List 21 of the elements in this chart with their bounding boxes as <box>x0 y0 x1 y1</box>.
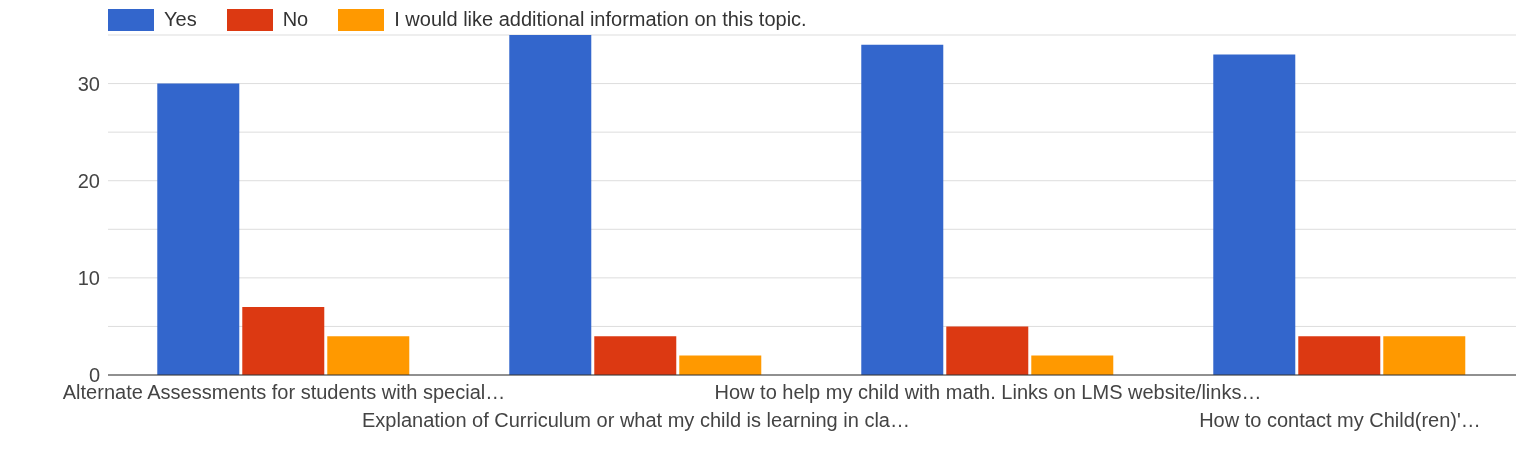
y-tick-label: 10 <box>77 266 100 289</box>
bar <box>1031 355 1114 375</box>
bar <box>1298 336 1381 375</box>
y-tick-label: 30 <box>77 72 100 95</box>
bar <box>327 336 410 375</box>
x-tick-label: How to contact my Child(ren)'… <box>1199 409 1481 431</box>
legend-label: No <box>281 8 309 31</box>
bar <box>946 326 1029 375</box>
legend-label: I would like additional information on this topic. <box>393 8 807 31</box>
bar <box>242 307 325 375</box>
bar <box>1383 336 1466 375</box>
bar <box>861 44 944 375</box>
legend-label: Yes <box>163 8 197 31</box>
bar <box>679 355 762 375</box>
bar <box>1213 54 1296 375</box>
x-tick-label: How to help my child with math. Links on LMS website/links… <box>714 381 1262 403</box>
bar <box>509 35 592 375</box>
y-tick-label: 20 <box>77 169 100 192</box>
bar <box>594 336 677 375</box>
bar <box>157 83 240 375</box>
x-tick-label: Explanation of Curriculum or what my child is learning in cla… <box>361 409 911 431</box>
